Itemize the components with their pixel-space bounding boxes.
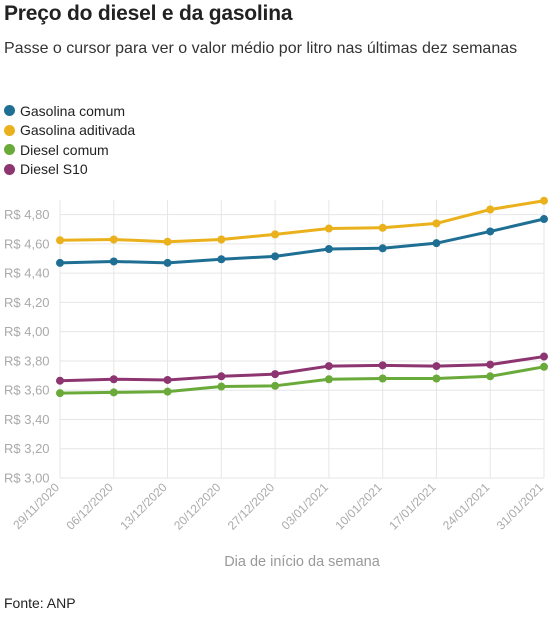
legend-label: Diesel S10 [20,161,88,178]
series-line [58,355,546,383]
y-tick-label: R$ 3,20 [4,441,50,456]
data-point [163,375,172,384]
data-point [163,237,172,246]
series-line [58,199,546,244]
x-tick-label: 27/12/2020 [225,480,278,533]
x-tick-label: 03/01/2021 [279,480,332,533]
legend-label: Gasolina aditivada [20,122,136,139]
data-point [217,372,226,381]
data-point [540,352,548,361]
y-tick-label: R$ 4,60 [4,236,50,251]
x-tick-label: 24/01/2021 [440,480,493,533]
y-tick-label: R$ 4,40 [4,266,50,281]
data-point [486,360,495,369]
data-point [378,223,387,232]
data-point [432,219,441,228]
series-line [58,217,546,265]
source-note: Fonte: ANP [4,595,76,611]
legend-label: Diesel comum [20,141,109,158]
y-tick-label: R$ 4,20 [4,295,50,310]
chart-subtitle: Passe o cursor para ver o valor médio po… [4,40,518,57]
data-point [56,236,64,245]
data-point [540,196,548,205]
data-point [486,227,495,236]
data-point [486,372,495,381]
x-tick-label: 29/11/2020 [10,480,62,532]
legend-swatch-icon [4,124,15,136]
data-point [324,245,333,254]
legend: Gasolina comum Gasolina aditivada Diesel… [4,101,135,179]
legend-swatch-icon [4,163,15,175]
y-tick-label: R$ 3,80 [4,353,50,368]
legend-swatch-icon [4,144,15,156]
data-point [163,258,172,267]
data-point [217,255,226,264]
data-point [271,230,280,239]
y-tick-label: R$ 3,40 [4,412,50,427]
data-point [217,382,226,391]
y-tick-label: R$ 4,00 [4,324,50,339]
data-point [432,374,441,383]
legend-item[interactable]: Diesel S10 [4,160,135,180]
y-tick-label: R$ 4,80 [4,207,50,222]
data-point [432,362,441,371]
series-line [58,365,546,395]
data-point [324,362,333,371]
data-point [109,235,118,244]
chart-title: Preço do diesel e da gasolina [4,2,293,25]
data-point [109,257,118,266]
x-tick-label: 20/12/2020 [171,480,224,533]
data-point [324,375,333,384]
data-point [56,258,64,267]
data-point [56,376,64,385]
x-tick-label: 31/01/2021 [494,480,547,533]
data-point [109,388,118,397]
data-point [109,375,118,384]
data-point [271,381,280,390]
data-point [271,370,280,379]
data-point [378,361,387,370]
legend-label: Gasolina comum [20,102,126,119]
data-point [540,215,548,224]
data-point [486,205,495,214]
x-tick-label: 17/01/2021 [386,480,439,533]
data-point [540,362,548,371]
legend-item[interactable]: Gasolina aditivada [4,121,135,141]
y-tick-label: R$ 3,60 [4,383,50,398]
x-tick-label: 10/01/2021 [332,480,385,533]
line-chart: R$ 3,00 R$ 3,20 R$ 3,40 R$ 3,60 R$ 3,80 R$ 4,… [4,196,548,570]
data-point [324,224,333,233]
data-point [378,244,387,253]
data-point [163,387,172,396]
legend-swatch-icon [4,105,15,117]
y-tick-label: R$ 3,00 [4,471,50,486]
x-tick-label: 13/12/2020 [117,480,170,533]
legend-item[interactable]: Gasolina comum [4,101,135,121]
x-tick-label: 06/12/2020 [64,480,117,533]
data-point [56,389,64,398]
data-point [271,252,280,261]
legend-item[interactable]: Diesel comum [4,140,135,160]
data-point [217,235,226,244]
data-point [432,239,441,248]
data-point [378,374,387,383]
x-axis-title: Dia de início da semana [224,554,380,570]
